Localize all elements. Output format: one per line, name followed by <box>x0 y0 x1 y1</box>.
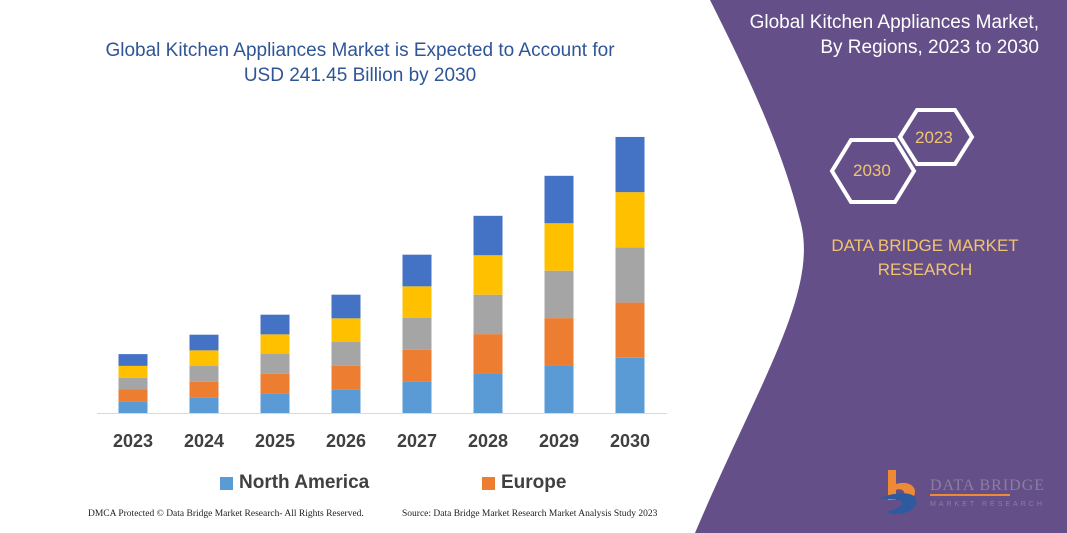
footer-copyright: DMCA Protected © Data Bridge Market Rese… <box>88 509 364 519</box>
bar-segment-2025-2 <box>260 354 290 374</box>
bar-segment-2023-0 <box>118 401 148 413</box>
bar-segment-2025-1 <box>260 373 290 394</box>
bar-segment-2030-3 <box>615 192 645 248</box>
bar-segment-2027-4 <box>402 254 432 287</box>
stacked-bar-chart: 2023 2024 2025 2026 2027 2028 2029 2030 <box>97 136 667 451</box>
legend-europe: Europe <box>482 472 566 494</box>
bar-segment-2024-4 <box>189 334 219 351</box>
bar-segment-2025-4 <box>260 314 290 335</box>
bar-segment-2026-4 <box>331 294 361 319</box>
brand-name: DATA BRIDGE MARKET RESEARCH <box>820 234 1030 282</box>
bar-segment-2023-1 <box>118 389 148 402</box>
panel-title-line-1: Global Kitchen Appliances Market, <box>749 12 1039 33</box>
bar-segment-2026-0 <box>331 389 361 413</box>
chart-title: Global Kitchen Appliances Market is Expe… <box>80 38 640 88</box>
bar-segment-2027-3 <box>402 286 432 319</box>
bar-segment-2025-0 <box>260 393 290 413</box>
bar-segment-2023-3 <box>118 365 148 378</box>
brand-line-2: RESEARCH <box>877 260 973 279</box>
hex-label-2030: 2030 <box>853 161 891 180</box>
bar-segment-2026-1 <box>331 365 361 390</box>
bar-segment-2028-2 <box>473 294 503 335</box>
bar-segment-2029-3 <box>544 223 574 271</box>
bar-segment-2029-1 <box>544 318 574 366</box>
bar-segment-2024-3 <box>189 350 219 367</box>
bar-segment-2023-2 <box>118 377 148 390</box>
bar-segment-2027-2 <box>402 318 432 350</box>
bar-segment-2025-3 <box>260 334 290 355</box>
bar-segment-2029-2 <box>544 270 574 319</box>
x-tick-label: 2023 <box>113 431 153 451</box>
bar-segment-2027-1 <box>402 349 432 382</box>
svg-text:MARKET RESEARCH: MARKET RESEARCH <box>930 501 1045 508</box>
x-tick-label: 2028 <box>468 431 508 451</box>
logo: DATA BRIDGE MARKET RESEARCH <box>880 470 1045 514</box>
hexagon-2023 <box>897 108 975 166</box>
x-tick-label: 2026 <box>326 431 366 451</box>
x-tick-label: 2025 <box>255 431 295 451</box>
bar-segment-2030-4 <box>615 136 645 193</box>
bar-segment-2028-4 <box>473 215 503 256</box>
hexagon-2030 <box>829 138 917 204</box>
x-tick-label: 2030 <box>610 431 650 451</box>
bar-segment-2023-4 <box>118 354 148 366</box>
svg-text:DATA BRIDGE: DATA BRIDGE <box>930 477 1045 494</box>
bar-segment-2028-1 <box>473 334 503 374</box>
bar-segment-2028-3 <box>473 255 503 295</box>
x-tick-label: 2027 <box>397 431 437 451</box>
bar-segment-2029-4 <box>544 175 574 224</box>
bar-segment-2026-3 <box>331 318 361 343</box>
bar-segment-2030-0 <box>615 357 645 413</box>
legend-swatch <box>482 476 495 490</box>
hex-label-2023: 2023 <box>915 128 953 147</box>
bar-segment-2024-2 <box>189 366 219 382</box>
footer-source: Source: Data Bridge Market Research Mark… <box>402 509 658 519</box>
bar-segment-2030-1 <box>615 302 645 358</box>
bar-segment-2028-0 <box>473 373 503 413</box>
legend-label: North America <box>239 472 370 493</box>
bar-segment-2030-2 <box>615 247 645 303</box>
panel-title: Global Kitchen Appliances Market, By Reg… <box>719 10 1039 60</box>
bar-segment-2024-0 <box>189 397 219 413</box>
chart-title-line-2: USD 241.45 Billion by 2030 <box>243 65 477 86</box>
legend-label: Europe <box>501 472 567 493</box>
chart-title-line-1: Global Kitchen Appliances Market is Expe… <box>105 40 615 61</box>
legend-swatch <box>220 476 233 490</box>
x-tick-label: 2029 <box>539 431 579 451</box>
panel-title-line-2: By Regions, 2023 to 2030 <box>820 37 1039 58</box>
x-tick-label: 2024 <box>184 431 224 451</box>
bar-segment-2027-0 <box>402 381 432 413</box>
legend-north-america: North America <box>220 472 369 494</box>
brand-line-1: DATA BRIDGE MARKET <box>831 236 1019 255</box>
bar-segment-2029-0 <box>544 365 574 413</box>
bar-segment-2026-2 <box>331 342 361 366</box>
bar-segment-2024-1 <box>189 381 219 398</box>
